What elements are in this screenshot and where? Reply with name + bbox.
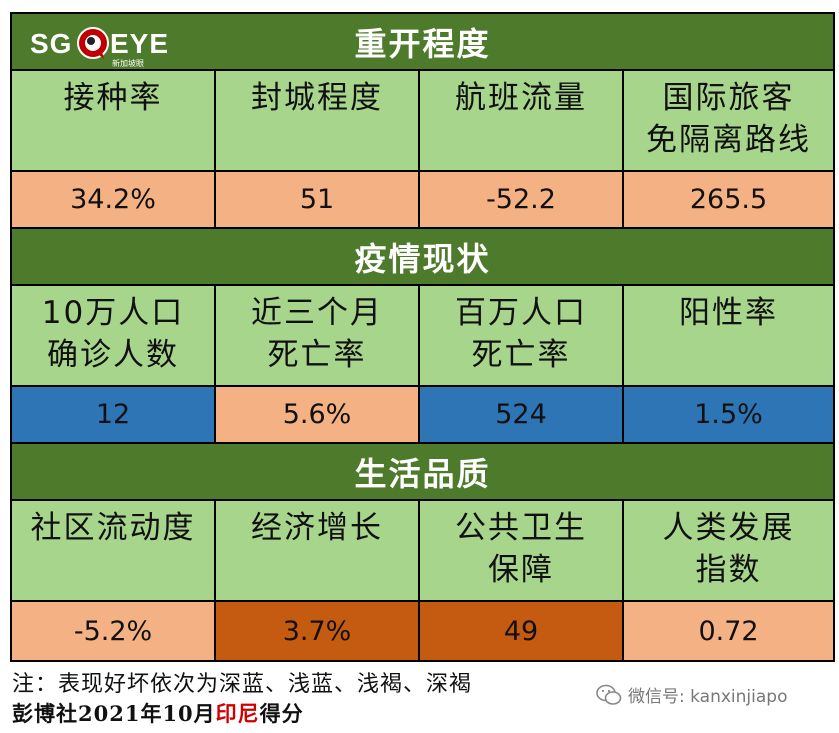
header-line: 接种率 bbox=[63, 80, 163, 116]
value-vtl-routes: 265.5 bbox=[624, 172, 833, 227]
header-line: 确诊人数 bbox=[47, 337, 179, 373]
header-line: 死亡率 bbox=[471, 337, 571, 373]
header-line: 指数 bbox=[695, 552, 762, 588]
section-title-quality-of-life: 生活品质 bbox=[12, 444, 833, 499]
eye-logo-icon bbox=[77, 27, 109, 59]
wechat-icon bbox=[596, 684, 622, 705]
value-public-health: 49 bbox=[420, 602, 622, 660]
header-line: 国际旅客 bbox=[662, 80, 795, 116]
source-suffix: 得分 bbox=[259, 701, 304, 726]
section-title-reopening: 重开程度 bbox=[12, 14, 833, 69]
value-deaths-per-million: 524 bbox=[420, 387, 622, 442]
header-vaccination-rate: 接种率 bbox=[12, 71, 214, 170]
header-lockdown-level: 封城程度 bbox=[216, 71, 418, 170]
header-cases-per-100k: 10万人口 确诊人数 bbox=[12, 286, 214, 385]
header-line: 阳性率 bbox=[679, 295, 778, 331]
value-flight-traffic: -52.2 bbox=[420, 172, 622, 227]
header-public-health: 公共卫生 保障 bbox=[420, 501, 622, 600]
sg-eye-logo: SG EYE 新加坡眼 bbox=[30, 26, 168, 68]
header-deaths-per-million: 百万人口 死亡率 bbox=[420, 286, 622, 385]
logo-text-right: EYE bbox=[110, 28, 170, 59]
header-flight-traffic: 航班流量 bbox=[420, 71, 622, 170]
header-line: 航班流量 bbox=[455, 80, 587, 116]
watermark-text: 微信号: kanxinjiapo bbox=[628, 687, 788, 707]
source-prefix: 彭博社2021年10月 bbox=[12, 701, 216, 726]
value-vaccination-rate: 34.2% bbox=[12, 172, 214, 227]
value-economic-growth: 3.7% bbox=[216, 602, 418, 660]
header-line: 近三个月 bbox=[251, 295, 383, 331]
value-positivity-rate: 1.5% bbox=[624, 387, 833, 442]
source-note: 彭博社2021年10月印尼得分 bbox=[12, 698, 304, 728]
logo-text-left: SG bbox=[30, 28, 73, 59]
header-community-mobility: 社区流动度 bbox=[12, 501, 214, 600]
score-table: 重开程度 SG EYE 新加坡眼 接种率 封城程度 航班流量 国际旅客 免隔离路… bbox=[10, 12, 835, 662]
header-line: 死亡率 bbox=[267, 337, 367, 373]
value-3month-fatality: 5.6% bbox=[216, 387, 418, 442]
header-line: 社区流动度 bbox=[30, 510, 196, 546]
section-title-text: 生活品质 bbox=[354, 454, 491, 493]
logo-subtitle: 新加坡眼 bbox=[112, 59, 144, 68]
value-lockdown-level: 51 bbox=[216, 172, 418, 227]
color-legend-note: 注：表现好坏依次为深蓝、浅蓝、浅褐、深褐 bbox=[12, 672, 473, 697]
header-economic-growth: 经济增长 bbox=[216, 501, 418, 600]
header-line: 经济增长 bbox=[251, 510, 383, 546]
header-line: 人类发展 bbox=[662, 510, 795, 546]
header-line: 封城程度 bbox=[251, 80, 383, 116]
header-vtl-routes: 国际旅客 免隔离路线 bbox=[624, 71, 833, 170]
header-line: 免隔离路线 bbox=[646, 122, 811, 158]
section-title-text: 重开程度 bbox=[354, 24, 491, 63]
source-country: 印尼 bbox=[215, 701, 260, 726]
header-hdi: 人类发展 指数 bbox=[624, 501, 833, 600]
section-title-text: 疫情现状 bbox=[354, 239, 491, 278]
header-3month-fatality: 近三个月 死亡率 bbox=[216, 286, 418, 385]
value-community-mobility: -5.2% bbox=[12, 602, 214, 660]
value-cases-per-100k: 12 bbox=[12, 387, 214, 442]
header-line: 百万人口 bbox=[455, 295, 587, 331]
value-hdi: 0.72 bbox=[624, 602, 833, 660]
header-positivity-rate: 阳性率 bbox=[624, 286, 833, 385]
header-line: 公共卫生 bbox=[455, 510, 587, 546]
section-title-pandemic-status: 疫情现状 bbox=[12, 229, 833, 284]
header-line: 保障 bbox=[488, 552, 554, 588]
wechat-watermark: 微信号: kanxinjiapo bbox=[596, 682, 787, 707]
header-line: 10万人口 bbox=[41, 295, 185, 331]
